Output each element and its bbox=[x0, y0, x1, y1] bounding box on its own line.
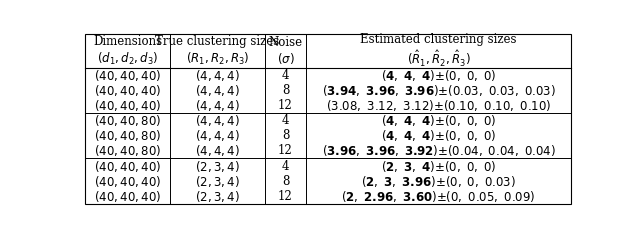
Text: $(40, 40, 40)$: $(40, 40, 40)$ bbox=[94, 174, 161, 189]
Text: Estimated clustering sizes
$(\hat{R}_1, \hat{R}_2, \hat{R}_3)$: Estimated clustering sizes $(\hat{R}_1, … bbox=[360, 33, 517, 69]
Text: $(4, 4, 4)$: $(4, 4, 4)$ bbox=[195, 83, 240, 98]
Text: $(\mathbf{2},\ \mathbf{3},\ \mathbf{4})$$\pm$$(0,\ 0,\ 0)$: $(\mathbf{2},\ \mathbf{3},\ \mathbf{4})$… bbox=[381, 159, 497, 173]
Text: 4: 4 bbox=[282, 69, 289, 82]
Text: $(\mathbf{4},\ \mathbf{4},\ \mathbf{4})$$\pm$$(0,\ 0,\ 0)$: $(\mathbf{4},\ \mathbf{4},\ \mathbf{4})$… bbox=[381, 128, 497, 143]
Text: $(4, 4, 4)$: $(4, 4, 4)$ bbox=[195, 68, 240, 83]
Text: 4: 4 bbox=[282, 114, 289, 127]
Text: $(40, 40, 40)$: $(40, 40, 40)$ bbox=[94, 189, 161, 204]
Text: $(4, 4, 4)$: $(4, 4, 4)$ bbox=[195, 143, 240, 158]
Text: 8: 8 bbox=[282, 175, 289, 188]
Text: $(4, 4, 4)$: $(4, 4, 4)$ bbox=[195, 128, 240, 143]
Text: $(40, 40, 80)$: $(40, 40, 80)$ bbox=[94, 113, 161, 128]
Text: True clustering sizes
$(R_1, R_2, R_3)$: True clustering sizes $(R_1, R_2, R_3)$ bbox=[156, 35, 280, 67]
Text: $(\mathbf{3.94},\ \mathbf{3.96},\ \mathbf{3.96})$$\pm$$(0.03,\ 0.03,\ 0.03)$: $(\mathbf{3.94},\ \mathbf{3.96},\ \mathb… bbox=[321, 83, 556, 98]
Text: Noise
$(\sigma)$: Noise $(\sigma)$ bbox=[268, 36, 303, 66]
Text: $(40, 40, 40)$: $(40, 40, 40)$ bbox=[94, 98, 161, 113]
Text: $(2, 3, 4)$: $(2, 3, 4)$ bbox=[195, 159, 240, 173]
Text: 12: 12 bbox=[278, 190, 293, 203]
Text: $(\mathbf{4},\ \mathbf{4},\ \mathbf{4})$$\pm$$(0,\ 0,\ 0)$: $(\mathbf{4},\ \mathbf{4},\ \mathbf{4})$… bbox=[381, 113, 497, 128]
Text: $(2, 3, 4)$: $(2, 3, 4)$ bbox=[195, 189, 240, 204]
Text: $(\mathbf{4},\ \mathbf{4},\ \mathbf{4})$$\pm$$(0,\ 0,\ 0)$: $(\mathbf{4},\ \mathbf{4},\ \mathbf{4})$… bbox=[381, 68, 497, 83]
Text: $(4, 4, 4)$: $(4, 4, 4)$ bbox=[195, 113, 240, 128]
Text: $(40, 40, 40)$: $(40, 40, 40)$ bbox=[94, 83, 161, 98]
Text: $(4, 4, 4)$: $(4, 4, 4)$ bbox=[195, 98, 240, 113]
Text: $(2, 3, 4)$: $(2, 3, 4)$ bbox=[195, 174, 240, 189]
Text: 8: 8 bbox=[282, 84, 289, 97]
Text: 8: 8 bbox=[282, 129, 289, 142]
Text: 12: 12 bbox=[278, 145, 293, 157]
Text: $(40, 40, 40)$: $(40, 40, 40)$ bbox=[94, 159, 161, 173]
Text: $(\mathbf{2},\ \mathbf{3},\ \mathbf{3.96})$$\pm$$(0,\ 0,\ 0.03)$: $(\mathbf{2},\ \mathbf{3},\ \mathbf{3.96… bbox=[361, 174, 516, 189]
Text: $(40, 40, 80)$: $(40, 40, 80)$ bbox=[94, 143, 161, 158]
Text: $(3.08,\ 3.12,\ 3.12)$$\pm$$(0.10,\ 0.10,\ 0.10)$: $(3.08,\ 3.12,\ 3.12)$$\pm$$(0.10,\ 0.10… bbox=[326, 98, 551, 113]
Text: 12: 12 bbox=[278, 99, 293, 112]
Text: Dimensions
$(d_1, d_2, d_3)$: Dimensions $(d_1, d_2, d_3)$ bbox=[93, 35, 162, 67]
Text: $(40, 40, 80)$: $(40, 40, 80)$ bbox=[94, 128, 161, 143]
Text: 4: 4 bbox=[282, 160, 289, 172]
Text: $(\mathbf{3.96},\ \mathbf{3.96},\ \mathbf{3.92})$$\pm$$(0.04,\ 0.04,\ 0.04)$: $(\mathbf{3.96},\ \mathbf{3.96},\ \mathb… bbox=[322, 143, 556, 158]
Text: $(\mathbf{2},\ \mathbf{2.96},\ \mathbf{3.60})$$\pm$$(0,\ 0.05,\ 0.09)$: $(\mathbf{2},\ \mathbf{2.96},\ \mathbf{3… bbox=[341, 189, 536, 204]
Text: $(40, 40, 40)$: $(40, 40, 40)$ bbox=[94, 68, 161, 83]
